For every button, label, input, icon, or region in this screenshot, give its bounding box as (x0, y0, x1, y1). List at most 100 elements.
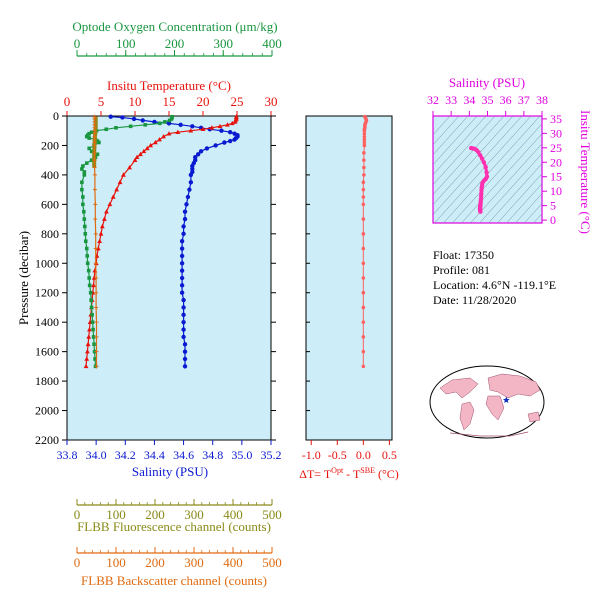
salinity-point (195, 152, 201, 157)
delta-t-point (361, 290, 366, 295)
delta-t-panel: -1.0 -0.5 0.0 0.5 ΔT= TOpt - TSBE (°C) (299, 114, 399, 481)
oxygen-point (80, 180, 84, 185)
temperature-point (97, 238, 103, 243)
backscatter-point (93, 217, 98, 222)
temperature-tick-label: 0 (64, 94, 71, 109)
salinity-point (190, 124, 195, 129)
salinity-point (179, 290, 185, 295)
oxygen-point (93, 357, 97, 361)
temperature-point (232, 119, 238, 124)
ts-salinity-tick-label: 35 (482, 93, 494, 107)
oxygen-point (90, 320, 95, 324)
delta-t-point (362, 158, 366, 162)
salinity-point (182, 216, 188, 222)
salinity-point (213, 143, 218, 148)
oxygen-axis-label: Optode Oxygen Concentration (μm/kg) (72, 19, 277, 34)
date-text: Date: 11/28/2020 (433, 293, 516, 307)
ts-isopycnal-curve (433, 116, 523, 216)
ts-isopycnal-curve (433, 116, 505, 196)
ts-isopycnal-curve (433, 116, 496, 186)
oxygen-point (114, 125, 118, 130)
oxygen-point (87, 146, 91, 151)
temperature-point (110, 194, 116, 199)
map-land-africa (485, 395, 505, 421)
oxygen-point (88, 290, 93, 295)
ts-temperature-tick-label: 0 (550, 213, 556, 227)
oxygen-point (83, 232, 88, 236)
ts-temperature-tick-label: 5 (550, 199, 556, 213)
delta-t-point (361, 232, 366, 236)
temperature-point (148, 142, 154, 148)
salinity-point (179, 275, 185, 281)
pressure-axis: 0 200 400 600 800 1000 1200 1400 1600 1800 2000 220… (16, 109, 276, 447)
temperature-tick-label: 25 (231, 94, 244, 109)
temperature-point (83, 363, 89, 369)
ts-salinity-tick-label: 33 (445, 93, 457, 107)
ts-isopycnal-curve (497, 173, 542, 223)
ts-isopycnal-curve (433, 116, 478, 166)
temperature-point (121, 172, 126, 177)
salinity-point (120, 115, 125, 120)
oxygen-point (92, 342, 96, 347)
temperature-point (175, 129, 181, 134)
temperature-point (95, 245, 101, 251)
backscatter-point (92, 158, 97, 163)
oxygen-point (81, 164, 85, 168)
location-text: Location: 4.6°N -119.1°E (433, 278, 556, 292)
delta-t-point (361, 261, 366, 266)
temperature-tick-label: 5 (98, 94, 105, 109)
salinity-point (182, 209, 188, 214)
salinity-point (181, 305, 186, 310)
ts-isopycnal-curve (515, 193, 542, 223)
ts-isopycnals (433, 106, 609, 228)
oxygen-point (89, 158, 94, 162)
temperature-point (104, 209, 109, 214)
temperature-point (161, 134, 166, 139)
delta-t-tick-label: 0.5 (382, 448, 397, 462)
salinity-point (182, 349, 188, 354)
ts-salinity-tick-label: 38 (536, 93, 548, 107)
ts-isopycnal-curve (524, 203, 542, 223)
oxygen-point (85, 261, 90, 266)
salinity-point (198, 149, 204, 154)
pressure-tick-label: 400 (41, 168, 59, 182)
oxygen-point (89, 130, 94, 134)
backscatter-point (93, 231, 98, 236)
ts-isopycnal-curve (433, 116, 487, 176)
ts-temperature-tick-label: 15 (550, 170, 562, 184)
salinity-point (188, 172, 194, 178)
ts-isopycnal-curve (538, 106, 609, 228)
salinity-axis-label: Salinity (PSU) (132, 464, 208, 479)
main-plot-area (66, 115, 272, 441)
oxygen-point (81, 202, 85, 207)
oxygen-point (128, 124, 133, 129)
backscatter-tick-label: 300 (184, 555, 204, 570)
oxygen-point (167, 118, 172, 123)
map-land-eurasia (487, 373, 541, 399)
oxygen-point (80, 167, 84, 171)
temperature-tick-label: 15 (163, 94, 176, 109)
salinity-point (179, 268, 185, 273)
delta-t-tick-label: 0.0 (356, 448, 371, 462)
fluorescence-tick-label: 500 (262, 507, 282, 522)
delta-t-point (361, 305, 366, 310)
delta-t-plot-area (305, 115, 393, 441)
temperature-point (107, 201, 113, 207)
delta-t-point (361, 320, 366, 324)
map-land-antarctica (449, 431, 529, 437)
salinity-point (179, 283, 185, 288)
backscatter-point (93, 202, 98, 207)
ts-isopycnal-curve (433, 116, 451, 136)
oxygen-point (95, 152, 100, 157)
oxygen-point (86, 268, 91, 273)
salinity-point (108, 114, 113, 119)
pressure-tick-label: 2200 (35, 433, 59, 447)
oxygen-tick-label: 400 (262, 36, 282, 51)
delta-t-point (361, 276, 366, 280)
salinity-tick-label: 34.6 (173, 448, 194, 462)
backscatter-point (94, 349, 99, 354)
pressure-tick-label: 1400 (35, 315, 59, 329)
ts-salinity-tick-label: 37 (518, 93, 530, 107)
delta-t-point (362, 137, 367, 142)
oxygen-point (87, 136, 91, 140)
